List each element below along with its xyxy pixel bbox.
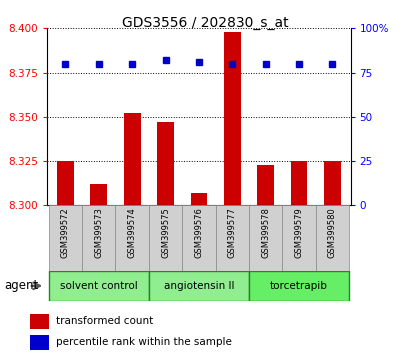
Text: torcetrapib: torcetrapib xyxy=(269,281,327,291)
Bar xyxy=(82,205,115,271)
Bar xyxy=(256,165,273,205)
Text: GSM399576: GSM399576 xyxy=(194,207,203,258)
Bar xyxy=(281,205,315,271)
Bar xyxy=(148,271,248,301)
Bar xyxy=(115,205,148,271)
Bar xyxy=(157,122,173,205)
Bar xyxy=(315,205,348,271)
Bar xyxy=(49,205,82,271)
Text: GSM399573: GSM399573 xyxy=(94,207,103,258)
Bar xyxy=(148,205,182,271)
Text: transformed count: transformed count xyxy=(56,316,153,326)
Text: GSM399574: GSM399574 xyxy=(127,207,136,258)
Text: percentile rank within the sample: percentile rank within the sample xyxy=(56,337,231,347)
Bar xyxy=(190,193,207,205)
Text: angiotensin II: angiotensin II xyxy=(163,281,234,291)
Text: GSM399572: GSM399572 xyxy=(61,207,70,258)
Bar xyxy=(30,335,49,350)
Text: agent: agent xyxy=(4,279,38,292)
Text: GSM399578: GSM399578 xyxy=(261,207,270,258)
Bar xyxy=(248,271,348,301)
Bar xyxy=(90,184,107,205)
Bar xyxy=(57,161,74,205)
Bar xyxy=(323,161,340,205)
Text: GSM399580: GSM399580 xyxy=(327,207,336,258)
Bar xyxy=(290,161,306,205)
Text: GDS3556 / 202830_s_at: GDS3556 / 202830_s_at xyxy=(121,16,288,30)
Text: GSM399577: GSM399577 xyxy=(227,207,236,258)
Text: solvent control: solvent control xyxy=(60,281,137,291)
Text: GSM399579: GSM399579 xyxy=(294,207,303,258)
Bar xyxy=(124,113,140,205)
Bar xyxy=(30,314,49,329)
Bar xyxy=(49,271,148,301)
Bar xyxy=(182,205,215,271)
Bar xyxy=(223,32,240,205)
Bar xyxy=(215,205,248,271)
Bar xyxy=(248,205,281,271)
Text: GSM399575: GSM399575 xyxy=(161,207,170,258)
